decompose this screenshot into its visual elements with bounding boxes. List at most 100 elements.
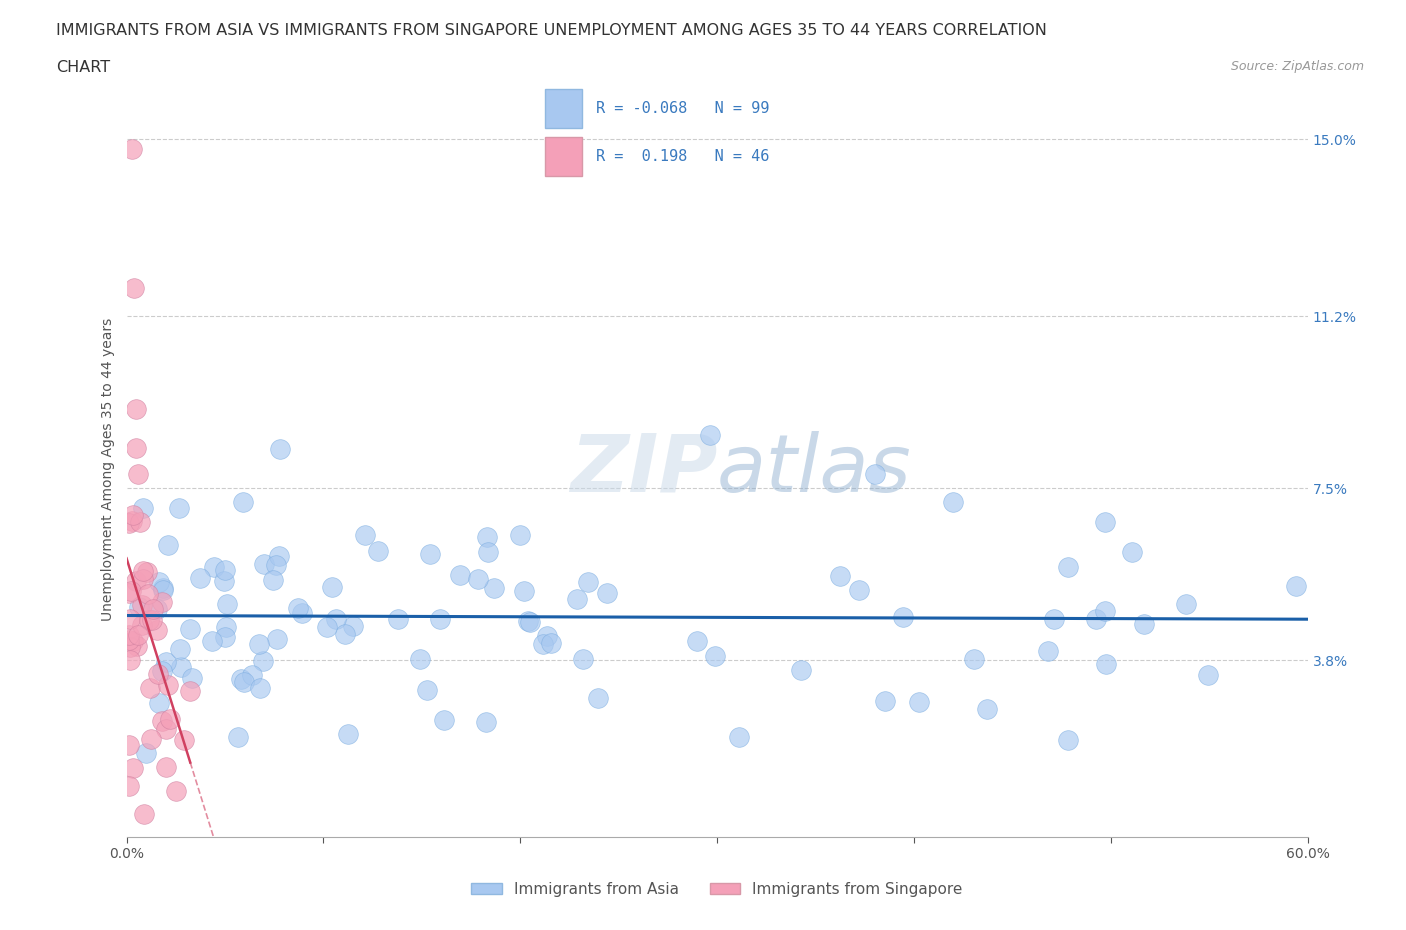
Point — [963, 651, 986, 666]
Text: atlas: atlas — [717, 431, 912, 509]
Point — [170, 660, 193, 675]
Point — [249, 681, 271, 696]
Point — [291, 605, 314, 620]
Point — [136, 587, 159, 602]
Point — [128, 600, 150, 615]
Point — [179, 622, 201, 637]
Point — [449, 567, 471, 582]
Point — [325, 612, 347, 627]
Text: Source: ZipAtlas.com: Source: ZipAtlas.com — [1230, 60, 1364, 73]
Point — [188, 571, 211, 586]
Point — [686, 633, 709, 648]
Point — [212, 573, 235, 588]
Point — [942, 495, 965, 510]
Point — [908, 695, 931, 710]
Point — [976, 702, 998, 717]
Text: R =  0.198   N = 46: R = 0.198 N = 46 — [596, 149, 770, 164]
Point — [828, 568, 851, 583]
Point — [150, 664, 173, 679]
Point — [125, 402, 148, 417]
Point — [728, 730, 751, 745]
Point — [117, 516, 139, 531]
Point — [1197, 667, 1219, 682]
Text: CHART: CHART — [56, 60, 110, 75]
Point — [576, 575, 599, 590]
Point — [229, 671, 252, 686]
Point — [214, 562, 236, 577]
Point — [415, 682, 437, 697]
Point — [152, 580, 174, 595]
Point — [891, 610, 914, 625]
Bar — [546, 89, 582, 127]
Text: IMMIGRANTS FROM ASIA VS IMMIGRANTS FROM SINGAPORE UNEMPLOYMENT AMONG AGES 35 TO : IMMIGRANTS FROM ASIA VS IMMIGRANTS FROM … — [56, 23, 1047, 38]
Point — [121, 141, 143, 156]
Point — [419, 546, 441, 561]
Point — [367, 543, 389, 558]
Point — [125, 574, 148, 589]
Point — [333, 626, 356, 641]
Point — [266, 558, 288, 573]
Point — [117, 737, 139, 752]
Point — [516, 613, 538, 628]
Point — [138, 613, 160, 628]
Legend: Immigrants from Asia, Immigrants from Singapore: Immigrants from Asia, Immigrants from Si… — [465, 876, 969, 903]
Point — [155, 760, 177, 775]
Point — [122, 508, 145, 523]
Point — [1095, 657, 1118, 671]
Point — [1285, 578, 1308, 593]
Point — [132, 572, 155, 587]
Point — [586, 691, 609, 706]
Point — [180, 671, 202, 685]
Point — [136, 565, 159, 579]
Point — [266, 632, 288, 647]
Point — [152, 583, 174, 598]
Point — [201, 633, 224, 648]
Point — [252, 654, 274, 669]
Point — [429, 611, 451, 626]
Point — [315, 619, 337, 634]
Point — [127, 628, 149, 643]
Point — [215, 597, 238, 612]
Point — [118, 778, 141, 793]
Point — [863, 467, 886, 482]
Point — [232, 495, 254, 510]
Point — [134, 806, 156, 821]
Point — [536, 629, 558, 644]
Point — [155, 722, 177, 737]
Point — [117, 585, 139, 600]
Point — [342, 618, 364, 633]
Point — [142, 602, 165, 617]
Point — [179, 684, 201, 698]
Point — [531, 636, 554, 651]
Point — [165, 783, 187, 798]
Point — [233, 674, 256, 689]
Point — [269, 441, 291, 456]
Point — [148, 575, 170, 590]
Point — [117, 628, 139, 643]
Point — [1175, 597, 1198, 612]
Point — [215, 619, 238, 634]
Point — [169, 500, 191, 515]
Point — [1056, 560, 1078, 575]
Point — [477, 530, 499, 545]
Point — [1121, 545, 1143, 560]
Point — [484, 580, 506, 595]
Point — [122, 761, 145, 776]
Point — [135, 746, 157, 761]
Point — [1094, 515, 1116, 530]
Point — [247, 637, 270, 652]
Point — [118, 611, 141, 626]
Point — [146, 622, 169, 637]
Point — [124, 281, 146, 296]
Y-axis label: Unemployment Among Ages 35 to 44 years: Unemployment Among Ages 35 to 44 years — [101, 318, 115, 621]
Text: ZIP: ZIP — [569, 431, 717, 509]
Point — [228, 730, 250, 745]
Point — [122, 634, 145, 649]
Point — [127, 639, 149, 654]
Point — [467, 571, 489, 586]
Point — [475, 714, 498, 729]
Point — [848, 582, 870, 597]
Point — [1133, 617, 1156, 631]
Point — [169, 642, 191, 657]
Point — [789, 662, 811, 677]
